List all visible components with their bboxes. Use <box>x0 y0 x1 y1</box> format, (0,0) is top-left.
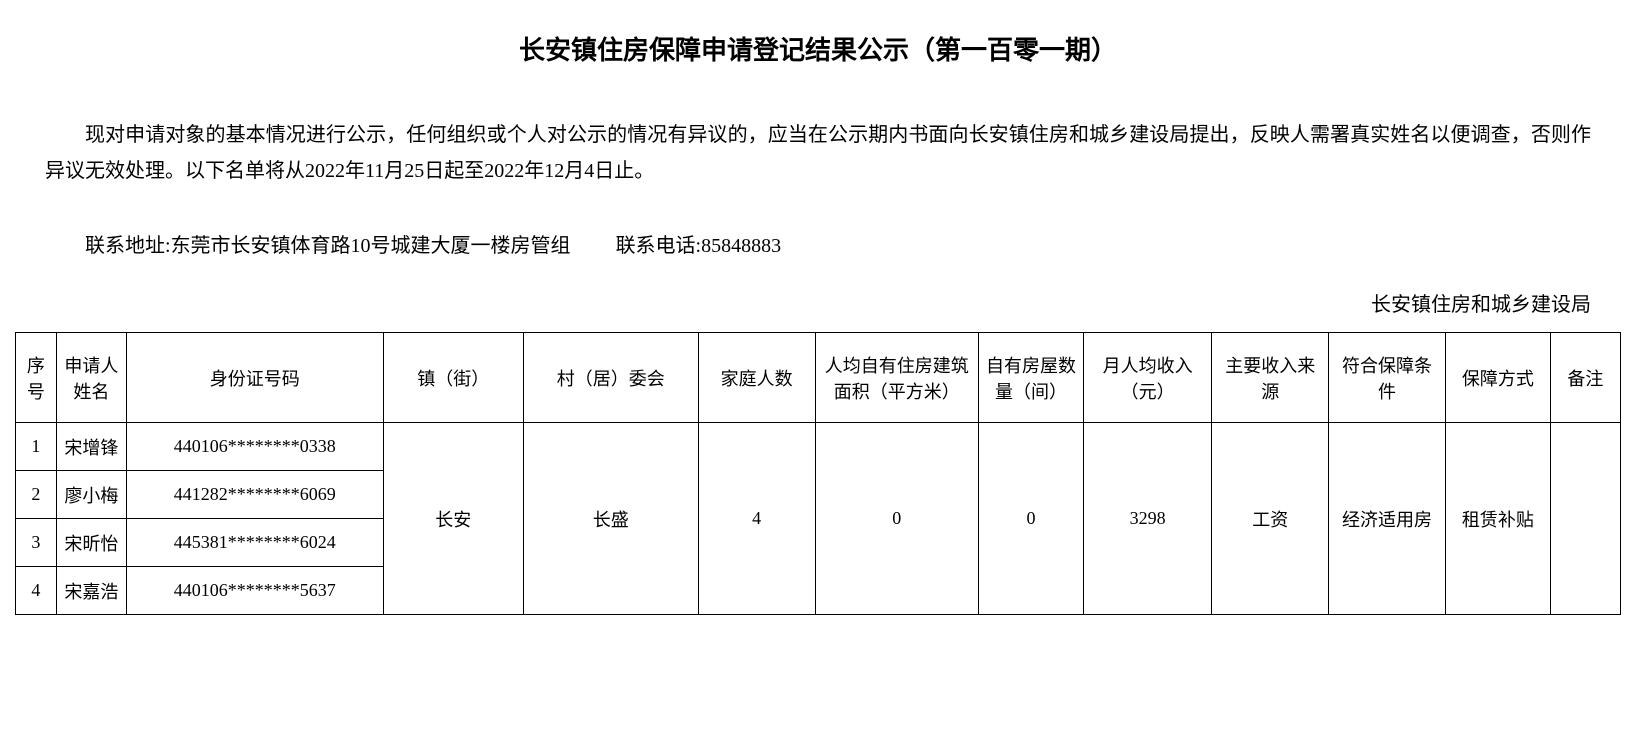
page-title: 长安镇住房保障申请登记结果公示（第一百零一期） <box>15 30 1621 67</box>
cell-seq: 1 <box>16 423 57 471</box>
contact-address-label: 联系地址: <box>85 235 171 257</box>
cell-family: 4 <box>698 423 815 615</box>
header-method: 保障方式 <box>1445 333 1550 423</box>
cell-seq: 4 <box>16 567 57 615</box>
cell-village: 长盛 <box>523 423 698 615</box>
cell-area: 0 <box>815 423 978 615</box>
header-rooms: 自有房屋数量（间） <box>978 333 1083 423</box>
header-family: 家庭人数 <box>698 333 815 423</box>
cell-source: 工资 <box>1212 423 1329 615</box>
cell-income: 3298 <box>1083 423 1211 615</box>
cell-name: 宋昕怡 <box>56 519 126 567</box>
header-seq: 序号 <box>16 333 57 423</box>
cell-id: 440106********5637 <box>126 567 383 615</box>
table-header-row: 序号 申请人姓名 身份证号码 镇（街） 村（居）委会 家庭人数 人均自有住房建筑… <box>16 333 1621 423</box>
header-area: 人均自有住房建筑面积（平方米） <box>815 333 978 423</box>
cell-condition: 经济适用房 <box>1329 423 1446 615</box>
cell-town: 长安 <box>383 423 523 615</box>
cell-name: 宋嘉浩 <box>56 567 126 615</box>
contact-info: 联系地址:东莞市长安镇体育路10号城建大厦一楼房管组 联系电话:85848883 <box>85 229 1591 258</box>
cell-seq: 3 <box>16 519 57 567</box>
header-condition: 符合保障条件 <box>1329 333 1446 423</box>
cell-id: 445381********6024 <box>126 519 383 567</box>
cell-name: 宋增锋 <box>56 423 126 471</box>
header-income: 月人均收入（元） <box>1083 333 1211 423</box>
contact-phone: 85848883 <box>701 235 781 257</box>
header-source: 主要收入来源 <box>1212 333 1329 423</box>
cell-id: 440106********0338 <box>126 423 383 471</box>
cell-remark <box>1550 423 1620 615</box>
table-row: 1 宋增锋 440106********0338 长安 长盛 4 0 0 329… <box>16 423 1621 471</box>
header-name: 申请人姓名 <box>56 333 126 423</box>
cell-id: 441282********6069 <box>126 471 383 519</box>
signature: 长安镇住房和城乡建设局 <box>45 288 1591 317</box>
header-town: 镇（街） <box>383 333 523 423</box>
header-id: 身份证号码 <box>126 333 383 423</box>
cell-seq: 2 <box>16 471 57 519</box>
intro-text: 现对申请对象的基本情况进行公示，任何组织或个人对公示的情况有异议的，应当在公示期… <box>45 117 1591 189</box>
header-village: 村（居）委会 <box>523 333 698 423</box>
contact-address: 东莞市长安镇体育路10号城建大厦一楼房管组 <box>171 235 571 257</box>
contact-phone-label: 联系电话: <box>616 235 702 257</box>
header-remark: 备注 <box>1550 333 1620 423</box>
data-table: 序号 申请人姓名 身份证号码 镇（街） 村（居）委会 家庭人数 人均自有住房建筑… <box>15 332 1621 615</box>
cell-rooms: 0 <box>978 423 1083 615</box>
cell-method: 租赁补贴 <box>1445 423 1550 615</box>
cell-name: 廖小梅 <box>56 471 126 519</box>
